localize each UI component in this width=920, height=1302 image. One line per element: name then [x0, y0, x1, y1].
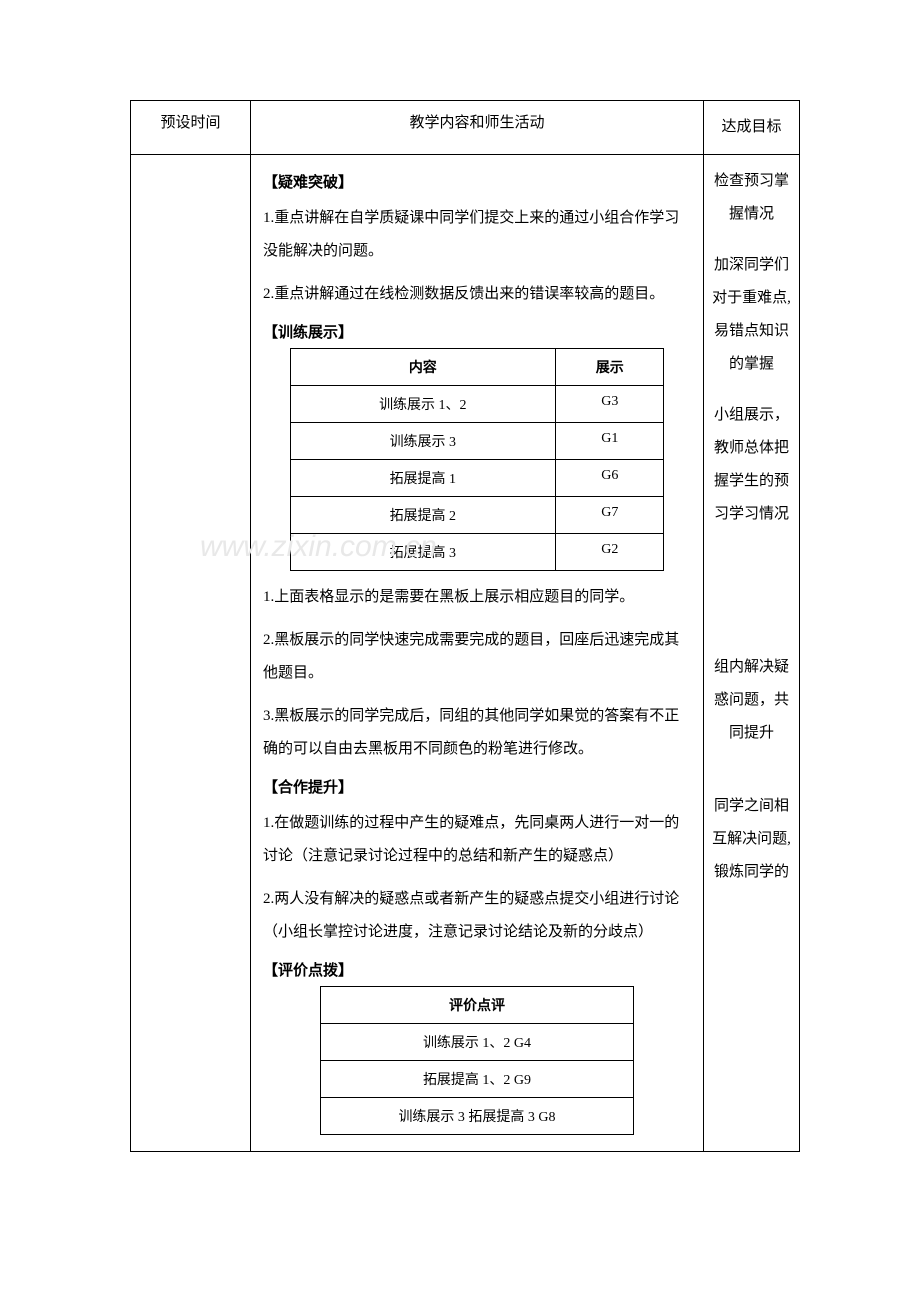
training-r4c2: G2: [556, 534, 664, 571]
document-page: www.zixin.com.cn 预设时间 教学内容和师生活动 达成目标 【疑难…: [0, 0, 920, 1192]
header-goal: 达成目标: [704, 101, 800, 155]
cell-content: 【疑难突破】 1.重点讲解在自学质疑课中同学们提交上来的通过小组合作学习没能解决…: [251, 155, 704, 1152]
lesson-plan-table: 预设时间 教学内容和师生活动 达成目标 【疑难突破】 1.重点讲解在自学质疑课中…: [130, 100, 800, 1152]
section-title-2: 【训练展示】: [263, 321, 691, 342]
header-row: 预设时间 教学内容和师生活动 达成目标: [131, 101, 800, 155]
para-2-1: 1.上面表格显示的是需要在黑板上展示相应题目的同学。: [263, 581, 691, 614]
training-r3c2: G7: [556, 497, 664, 534]
header-time: 预设时间: [131, 101, 251, 155]
cell-time: [131, 155, 251, 1152]
training-r0c2: G3: [556, 386, 664, 423]
training-r0c1: 训练展示 1、2: [290, 386, 556, 423]
para-1-2: 2.重点讲解通过在线检测数据反馈出来的错误率较高的题目。: [263, 278, 691, 311]
goal-1: 检查预习掌握情况: [708, 165, 795, 231]
section-title-3: 【合作提升】: [263, 776, 691, 797]
goal-2: 加深同学们对于重难点,易错点知识的掌握: [708, 249, 795, 381]
section-title-1: 【疑难突破】: [263, 171, 691, 192]
training-r3c1: 拓展提高 2: [290, 497, 556, 534]
training-h1: 内容: [290, 349, 556, 386]
para-1-1: 1.重点讲解在自学质疑课中同学们提交上来的通过小组合作学习没能解决的问题。: [263, 202, 691, 268]
header-content: 教学内容和师生活动: [251, 101, 704, 155]
goal-5: 同学之间相互解决问题,锻炼同学的: [708, 790, 795, 889]
training-r4c1: 拓展提高 3: [290, 534, 556, 571]
training-r2c2: G6: [556, 460, 664, 497]
body-row: 【疑难突破】 1.重点讲解在自学质疑课中同学们提交上来的通过小组合作学习没能解决…: [131, 155, 800, 1152]
eval-r0: 训练展示 1、2 G4: [321, 1024, 634, 1061]
cell-goal: 检查预习掌握情况 加深同学们对于重难点,易错点知识的掌握 小组展示，教师总体把握…: [704, 155, 800, 1152]
para-3-2: 2.两人没有解决的疑惑点或者新产生的疑惑点提交小组进行讨论（小组长掌控讨论进度，…: [263, 883, 691, 949]
para-2-3: 3.黑板展示的同学完成后，同组的其他同学如果觉的答案有不正确的可以自由去黑板用不…: [263, 700, 691, 766]
eval-h1: 评价点评: [321, 987, 634, 1024]
section-title-4: 【评价点拨】: [263, 959, 691, 980]
goal-3: 小组展示，教师总体把握学生的预习学习情况: [708, 399, 795, 531]
para-3-1: 1.在做题训练的过程中产生的疑难点，先同桌两人进行一对一的讨论（注意记录讨论过程…: [263, 807, 691, 873]
goal-4: 组内解决疑惑问题，共同提升: [708, 651, 795, 750]
para-2-2: 2.黑板展示的同学快速完成需要完成的题目，回座后迅速完成其他题目。: [263, 624, 691, 690]
training-r1c1: 训练展示 3: [290, 423, 556, 460]
eval-table: 评价点评 训练展示 1、2 G4 拓展提高 1、2 G9 训练展示 3 拓展提高…: [320, 986, 634, 1135]
eval-r2: 训练展示 3 拓展提高 3 G8: [321, 1098, 634, 1135]
training-table: 内容 展示 训练展示 1、2 G3 训练展示 3 G1 拓展提高 1 G6: [290, 348, 665, 571]
eval-r1: 拓展提高 1、2 G9: [321, 1061, 634, 1098]
training-r1c2: G1: [556, 423, 664, 460]
training-h2: 展示: [556, 349, 664, 386]
training-r2c1: 拓展提高 1: [290, 460, 556, 497]
